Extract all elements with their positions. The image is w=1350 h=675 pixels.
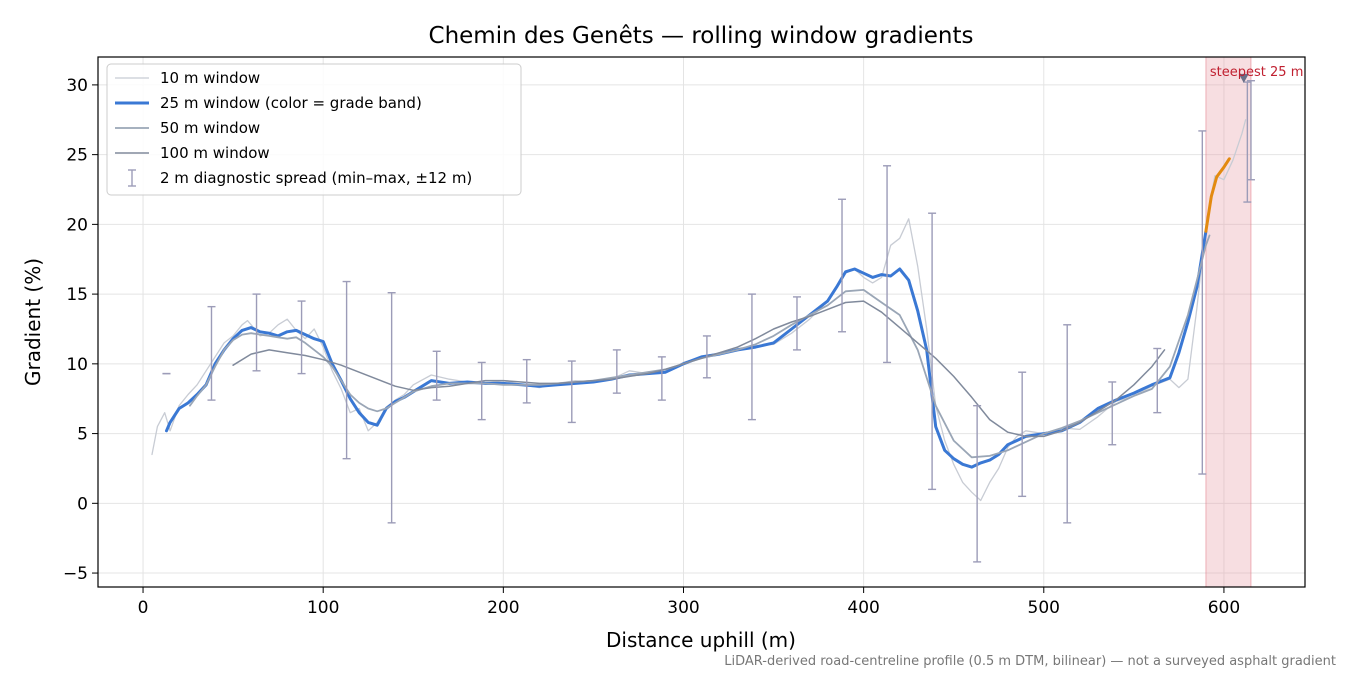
error-bar bbox=[1108, 381, 1117, 446]
steepest-band bbox=[1205, 57, 1252, 587]
legend-label: 10 m window bbox=[160, 69, 260, 87]
x-axis-label: Distance uphill (m) bbox=[606, 628, 796, 652]
series-line-3 bbox=[188, 234, 1211, 459]
error-bar bbox=[207, 305, 216, 401]
x-tick-label: 600 bbox=[1208, 598, 1240, 618]
legend-errorbar-swatch bbox=[128, 169, 136, 187]
error-bar bbox=[432, 350, 441, 401]
error-bar bbox=[1246, 80, 1255, 181]
error-bar bbox=[567, 360, 576, 424]
legend-label: 100 m window bbox=[160, 144, 270, 162]
chart-title: Chemin des Genêts — rolling window gradi… bbox=[429, 23, 974, 49]
y-tick-label: 0 bbox=[77, 494, 88, 514]
error-bar bbox=[1243, 81, 1252, 203]
y-tick-label: 25 bbox=[66, 146, 88, 166]
steepest-label: steepest 25 m bbox=[1210, 65, 1303, 80]
y-axis-label: Gradient (%) bbox=[21, 258, 45, 386]
error-bar bbox=[252, 293, 261, 372]
footnote: LiDAR-derived road-centreline profile (0… bbox=[724, 654, 1336, 669]
error-bar bbox=[792, 296, 801, 351]
error-bar bbox=[883, 165, 892, 364]
legend: 10 m window 25 m window (color = grade ba… bbox=[106, 63, 522, 196]
error-bar bbox=[747, 293, 756, 421]
error-bars bbox=[162, 80, 1255, 563]
axes: 0 100 200 300 400 500 600 −5 0 5 10 15 20 25 30 bbox=[63, 76, 1240, 618]
error-bar bbox=[973, 404, 982, 563]
error-bar bbox=[838, 198, 847, 333]
x-tick-label: 100 bbox=[307, 598, 339, 618]
error-bar bbox=[522, 358, 531, 404]
error-bar bbox=[928, 212, 937, 491]
error-bar bbox=[297, 300, 306, 375]
error-bar bbox=[342, 280, 351, 460]
series-lines bbox=[151, 119, 1247, 502]
series-line-2 bbox=[1204, 157, 1231, 233]
error-bar bbox=[612, 349, 621, 394]
x-tick-label: 500 bbox=[1028, 598, 1060, 618]
legend-label: 50 m window bbox=[160, 119, 260, 137]
legend-box bbox=[106, 63, 522, 196]
series-line-1 bbox=[165, 229, 1208, 469]
error-bar bbox=[387, 292, 396, 524]
error-bar bbox=[1063, 324, 1072, 524]
error-bar bbox=[1153, 347, 1162, 414]
error-bar bbox=[657, 356, 666, 401]
error-bar bbox=[477, 361, 486, 421]
y-tick-label: 5 bbox=[77, 425, 88, 445]
error-bar bbox=[1198, 130, 1207, 475]
plot-frame bbox=[97, 56, 1306, 588]
y-tick-label: −5 bbox=[63, 564, 88, 584]
x-tick-label: 300 bbox=[667, 598, 699, 618]
legend-label: 2 m diagnostic spread (min–max, ±12 m) bbox=[160, 169, 472, 187]
legend-label: 25 m window (color = grade band) bbox=[160, 94, 422, 112]
y-tick-label: 10 bbox=[66, 355, 88, 375]
y-tick-label: 30 bbox=[66, 76, 88, 96]
x-tick-label: 400 bbox=[847, 598, 879, 618]
y-tick-label: 20 bbox=[66, 215, 88, 235]
x-tick-label: 200 bbox=[487, 598, 519, 618]
highlight-region bbox=[1205, 57, 1252, 587]
series-line-4 bbox=[232, 300, 1166, 438]
error-bar bbox=[1018, 371, 1027, 498]
steepest-marker bbox=[1238, 73, 1249, 83]
y-tick-label: 15 bbox=[66, 285, 88, 305]
annotations: steepest 25 m bbox=[1210, 65, 1303, 83]
error-bar bbox=[702, 335, 711, 379]
x-tick-label: 0 bbox=[138, 598, 149, 618]
